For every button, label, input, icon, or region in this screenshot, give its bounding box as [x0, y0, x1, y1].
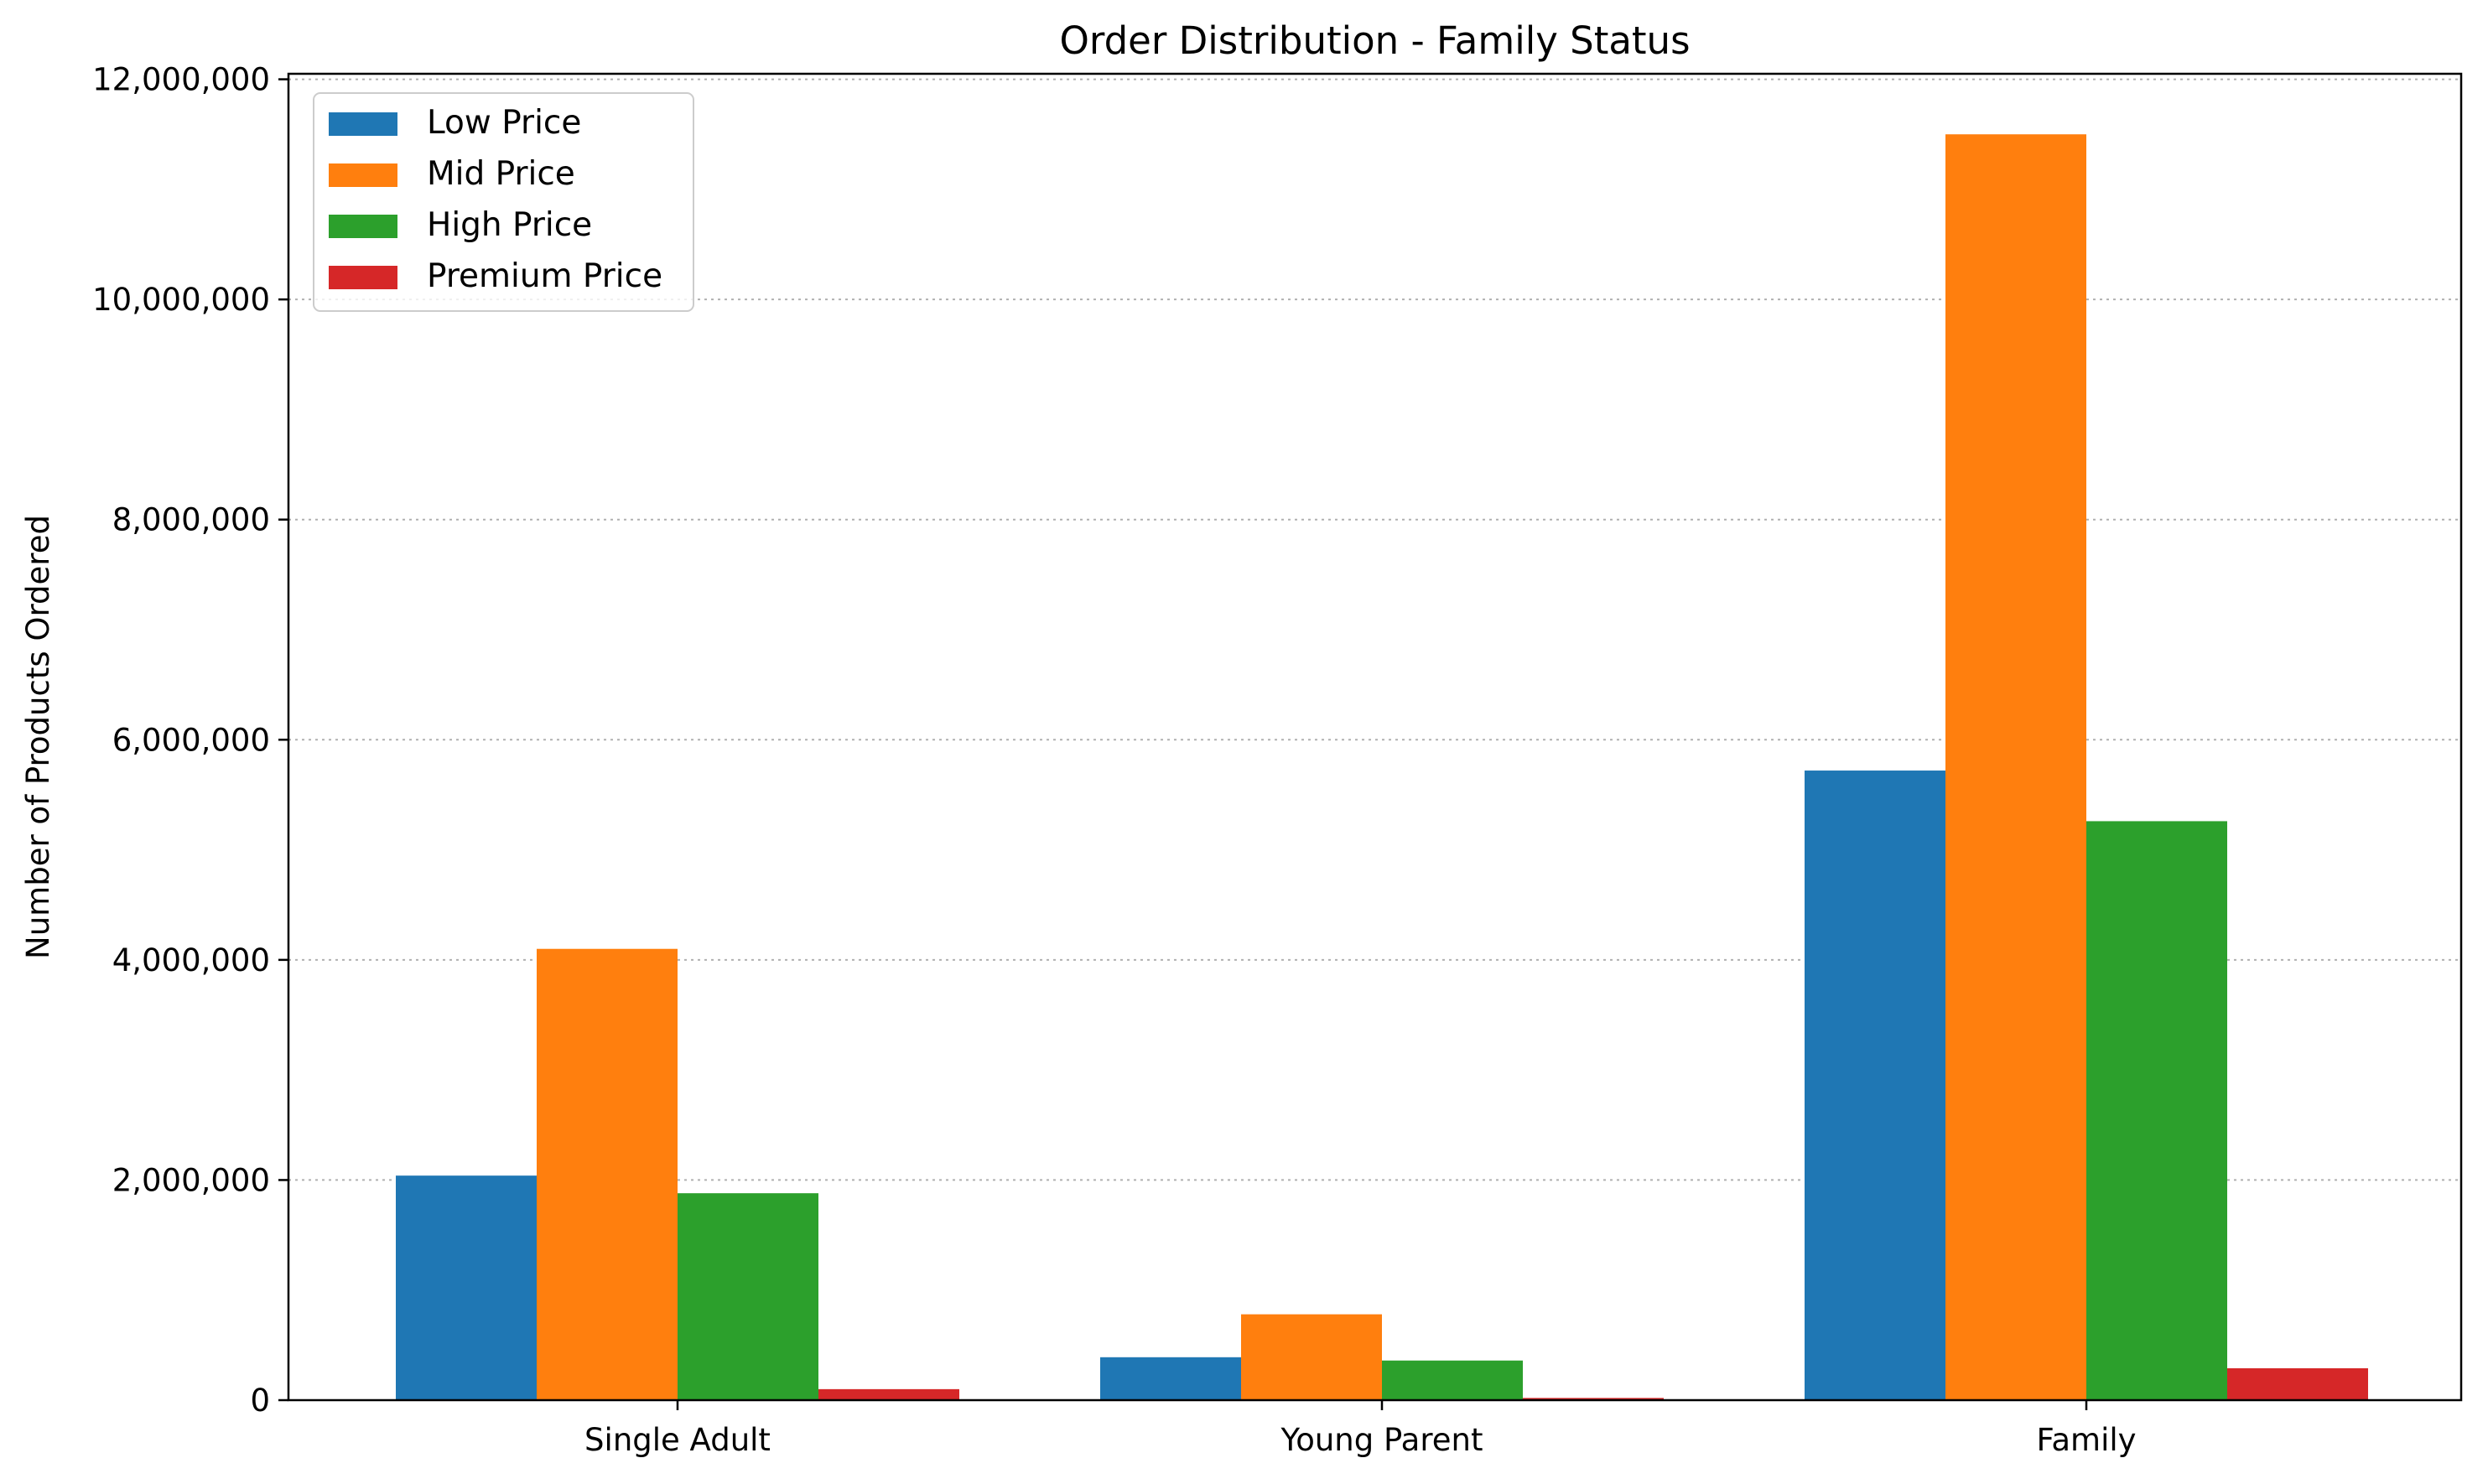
legend-label: Premium Price — [427, 257, 662, 295]
legend-label: High Price — [427, 206, 592, 244]
bar-premium-price-family — [2227, 1367, 2368, 1400]
y-tick-label: 4,000,000 — [112, 942, 270, 978]
legend-box — [313, 92, 694, 312]
y-tick-label: 0 — [250, 1383, 270, 1419]
legend-swatch — [329, 112, 397, 136]
y-tick-label: 10,000,000 — [92, 282, 270, 318]
legend-swatch — [329, 266, 397, 289]
y-tick-label: 6,000,000 — [112, 722, 270, 758]
legend: Low Price Mid Price High Price Premium Pric… — [313, 92, 694, 312]
chart-title: Order Distribution - Family Status — [1059, 18, 1690, 63]
x-tick-label: Family — [2036, 1422, 2136, 1458]
bar-mid-price-young-parent — [1241, 1314, 1382, 1400]
plot-frame — [287, 72, 2463, 1402]
bar-low-price-family — [1805, 771, 1945, 1400]
bar-premium-price-young-parent — [1523, 1398, 1664, 1400]
x-tick-label: Single Adult — [584, 1422, 771, 1458]
y-tick-label: 8,000,000 — [112, 502, 270, 538]
bar-high-price-single-adult — [678, 1193, 818, 1400]
bar-premium-price-single-adult — [818, 1388, 959, 1400]
legend-swatch — [329, 163, 397, 187]
bars — [396, 134, 2368, 1400]
y-axis: 0 2,000,000 4,000,000 6,000,000 8,000,000 10,… — [92, 62, 288, 1419]
bar-low-price-young-parent — [1100, 1357, 1241, 1400]
bar-mid-price-family — [1945, 134, 2086, 1400]
y-axis-label: Number of Products Ordered — [20, 515, 56, 959]
legend-swatch — [329, 215, 397, 238]
y-tick-label: 2,000,000 — [112, 1162, 270, 1198]
x-axis: Single Adult Young Parent Family — [584, 1400, 2137, 1458]
legend-label: Mid Price — [427, 155, 575, 193]
legend-label: Low Price — [427, 104, 581, 142]
y-tick-label: 12,000,000 — [92, 62, 270, 98]
bar-high-price-young-parent — [1382, 1360, 1523, 1400]
x-tick-label: Young Parent — [1280, 1422, 1483, 1458]
bar-mid-price-single-adult — [537, 948, 678, 1400]
bar-high-price-family — [2086, 821, 2227, 1400]
bar-low-price-single-adult — [396, 1175, 537, 1400]
